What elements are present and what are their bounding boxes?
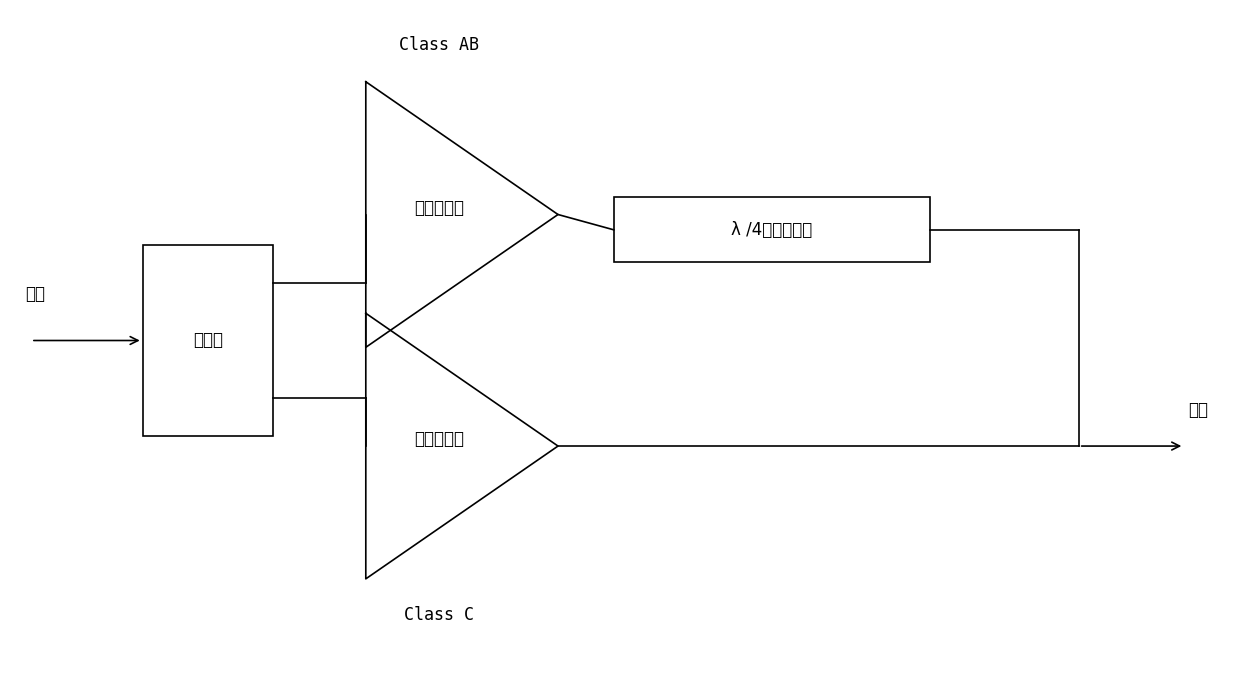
Polygon shape (614, 197, 930, 262)
Text: λ /4阻抗变换线: λ /4阻抗变换线 (732, 221, 812, 239)
Text: 载波放大器: 载波放大器 (414, 199, 464, 217)
Text: Class AB: Class AB (399, 37, 479, 54)
Text: 输出: 输出 (1188, 401, 1208, 419)
Text: Class C: Class C (404, 606, 474, 624)
Polygon shape (143, 245, 273, 436)
Text: 功分器: 功分器 (192, 332, 223, 349)
Text: 输入: 输入 (25, 285, 45, 303)
Text: 峰値放大器: 峰値放大器 (414, 430, 464, 448)
